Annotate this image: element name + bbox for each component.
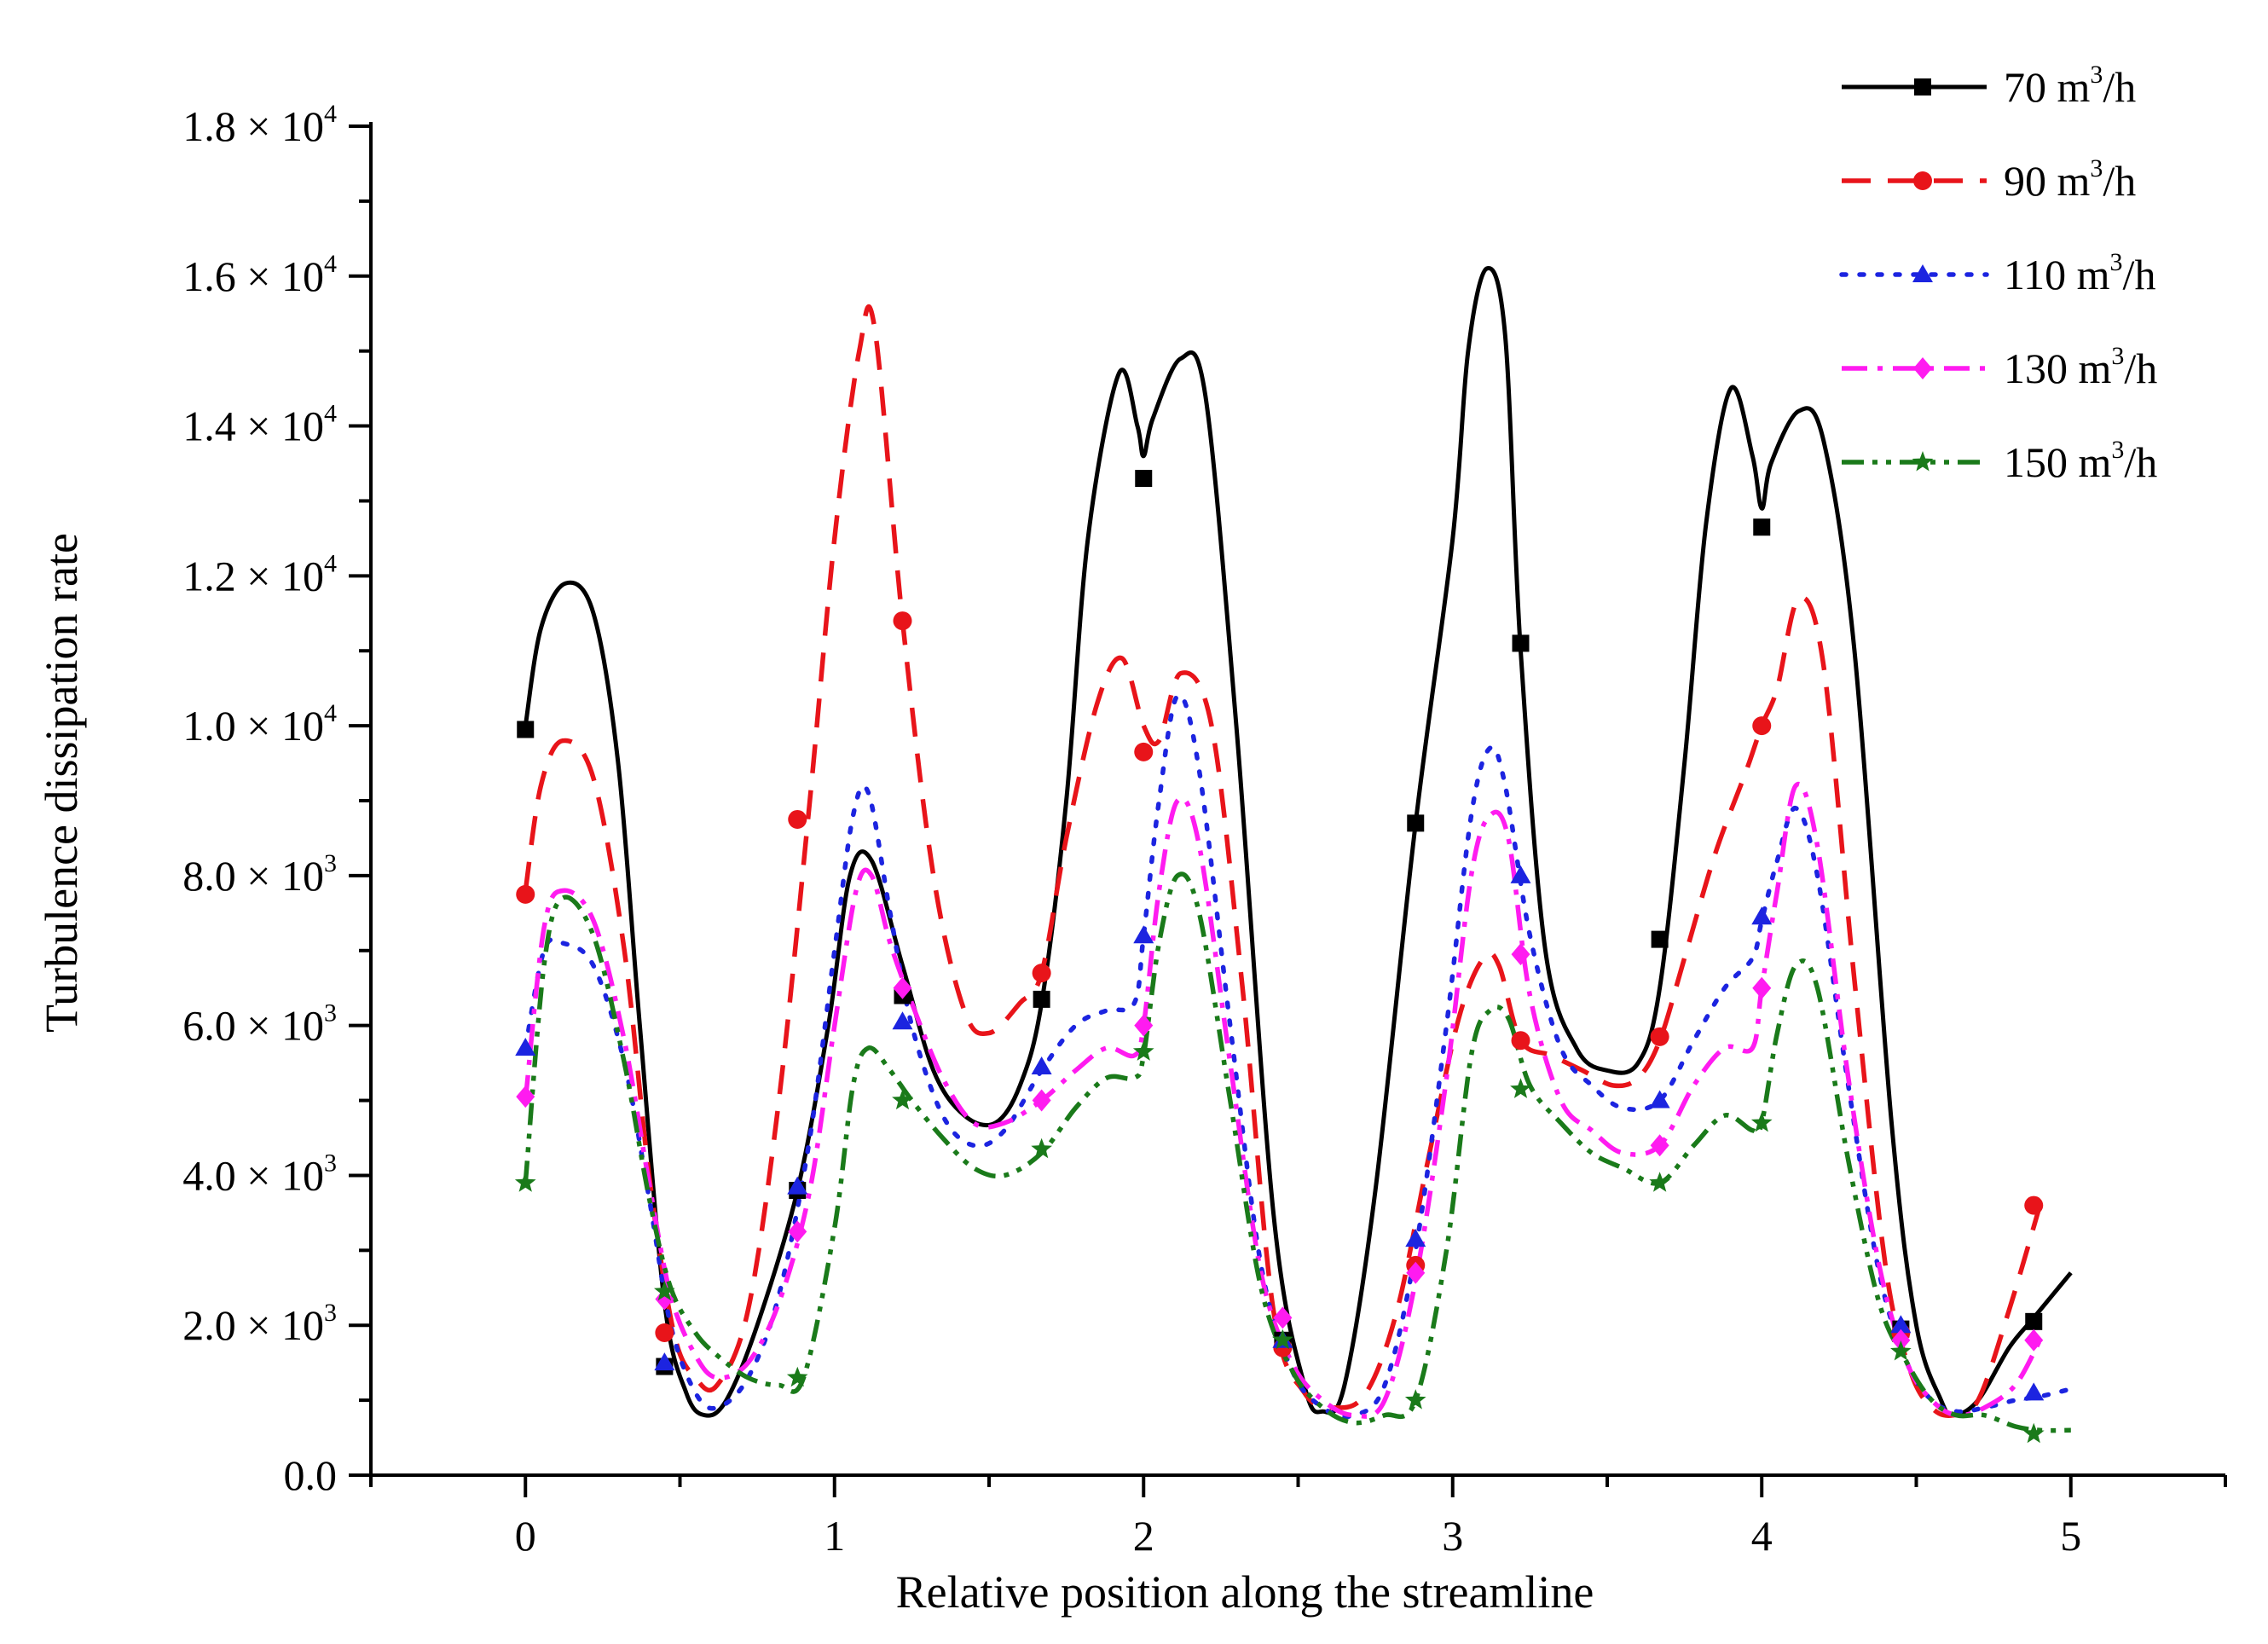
y-tick-label: 1.0 × 104 [182, 699, 337, 750]
data-point-110-3 [892, 1011, 913, 1030]
axes: 0.0 2.0 × 103 4.0 × 103 6.0 × 103 8.0 × 103 1… [182, 100, 2227, 1560]
legend-marker-150 [1912, 451, 1934, 472]
data-point-110-9 [1649, 1090, 1670, 1109]
y-tick-label: 4.0 × 103 [182, 1149, 337, 1199]
legend: 70 m3/h 90 m3/h 110 m3/h 130 m3/h 150 m3/h [1839, 61, 2157, 486]
data-point-130-12 [2024, 1329, 2044, 1352]
legend-marker-130 [1913, 357, 1932, 379]
y-tick-label: 1.8 × 104 [182, 100, 337, 150]
data-point-130-11 [1891, 1329, 1911, 1352]
data-point-90-4 [1032, 964, 1051, 983]
data-point-90-3 [893, 611, 912, 631]
legend-label-90: 90 m3/h [2004, 154, 2136, 205]
data-point-70-4 [1033, 990, 1050, 1008]
data-point-110-1 [654, 1352, 675, 1371]
data-point-70-12 [2025, 1312, 2043, 1330]
data-point-150-12 [2022, 1422, 2045, 1444]
data-point-150-10 [1750, 1111, 1773, 1132]
series-line-90 [523, 304, 2043, 1418]
legend-label-70: 70 m3/h [2004, 61, 2136, 111]
data-point-130-4 [1032, 1089, 1051, 1112]
data-point-70-0 [517, 721, 535, 738]
legend-item-150: 150 m3/h [1842, 436, 2157, 486]
y-tick-label: 0.0 [284, 1451, 338, 1499]
data-point-110-7 [1405, 1229, 1426, 1247]
data-point-110-5 [1133, 925, 1154, 944]
data-point-150-7 [1404, 1389, 1426, 1410]
data-point-70-10 [1753, 518, 1771, 536]
data-point-150-3 [892, 1089, 913, 1110]
data-point-130-9 [1650, 1134, 1669, 1157]
legend-label-110: 110 m3/h [2004, 248, 2155, 298]
y-tick-label: 1.2 × 104 [182, 549, 337, 599]
series-layer [523, 266, 2074, 1433]
marker-layer [514, 470, 2045, 1444]
data-point-90-9 [1650, 1027, 1669, 1046]
data-point-130-6 [1273, 1306, 1293, 1329]
data-point-90-0 [516, 884, 535, 904]
data-point-110-11 [1890, 1315, 1912, 1334]
data-point-150-0 [514, 1172, 536, 1192]
legend-item-130: 130 m3/h [1842, 342, 2157, 392]
data-point-150-9 [1649, 1172, 1670, 1192]
y-tick-label: 2.0 × 103 [182, 1299, 337, 1349]
x-tick-label: 1 [824, 1512, 845, 1560]
x-tick-label: 4 [1751, 1512, 1773, 1560]
data-point-90-2 [788, 809, 807, 829]
x-tick-label: 5 [2060, 1512, 2081, 1560]
data-point-150-6 [1272, 1329, 1293, 1350]
legend-marker-70 [1914, 78, 1931, 96]
data-point-130-2 [788, 1220, 807, 1243]
data-point-150-8 [1510, 1078, 1531, 1098]
data-point-110-12 [2023, 1382, 2045, 1401]
data-point-150-5 [1132, 1040, 1154, 1061]
y-tick-label: 6.0 × 103 [182, 999, 337, 1050]
data-point-110-0 [515, 1038, 536, 1056]
data-point-70-8 [1512, 634, 1530, 652]
data-point-70-9 [1651, 930, 1669, 948]
data-point-90-12 [2024, 1195, 2044, 1215]
data-point-90-1 [655, 1323, 674, 1343]
data-point-130-0 [516, 1085, 535, 1109]
series-line-150 [523, 871, 2071, 1433]
data-point-150-2 [786, 1366, 808, 1387]
legend-item-70: 70 m3/h [1842, 61, 2136, 111]
data-point-130-3 [893, 976, 912, 999]
y-tick-label: 1.4 × 104 [182, 400, 337, 450]
x-tick-label: 3 [1442, 1512, 1463, 1560]
y-tick-label: 8.0 × 103 [182, 849, 337, 900]
y-tick-label: 1.6 × 104 [182, 250, 337, 300]
data-point-110-2 [787, 1176, 808, 1195]
y-axis-title: Turbulence dissipation rate [36, 533, 87, 1033]
legend-label-150: 150 m3/h [2004, 436, 2157, 486]
data-point-90-10 [1752, 716, 1772, 736]
legend-item-110: 110 m3/h [1839, 248, 2155, 298]
x-tick-label: 0 [515, 1512, 536, 1560]
data-point-130-8 [1511, 943, 1530, 966]
data-point-110-8 [1510, 865, 1531, 883]
legend-item-90: 90 m3/h [1842, 154, 2136, 205]
data-point-150-11 [1890, 1340, 1912, 1361]
data-point-150-1 [654, 1280, 675, 1301]
data-point-70-5 [1135, 470, 1153, 488]
data-point-110-4 [1031, 1056, 1052, 1075]
x-axis-title: Relative position along the streamline [896, 1566, 1594, 1618]
legend-label-130: 130 m3/h [2004, 342, 2157, 392]
data-point-150-4 [1031, 1137, 1052, 1159]
data-point-70-7 [1407, 814, 1425, 832]
data-point-90-5 [1134, 742, 1154, 761]
series-line-130 [523, 781, 2042, 1419]
legend-marker-110 [1912, 264, 1933, 282]
legend-marker-90 [1913, 171, 1932, 190]
data-point-130-1 [655, 1288, 674, 1311]
x-tick-label: 2 [1133, 1512, 1154, 1560]
data-point-90-8 [1511, 1031, 1530, 1051]
series-line-70 [523, 266, 2073, 1418]
data-point-110-10 [1751, 906, 1773, 925]
data-point-130-10 [1752, 976, 1772, 999]
data-point-130-7 [1406, 1261, 1426, 1284]
data-point-130-5 [1134, 1014, 1154, 1037]
